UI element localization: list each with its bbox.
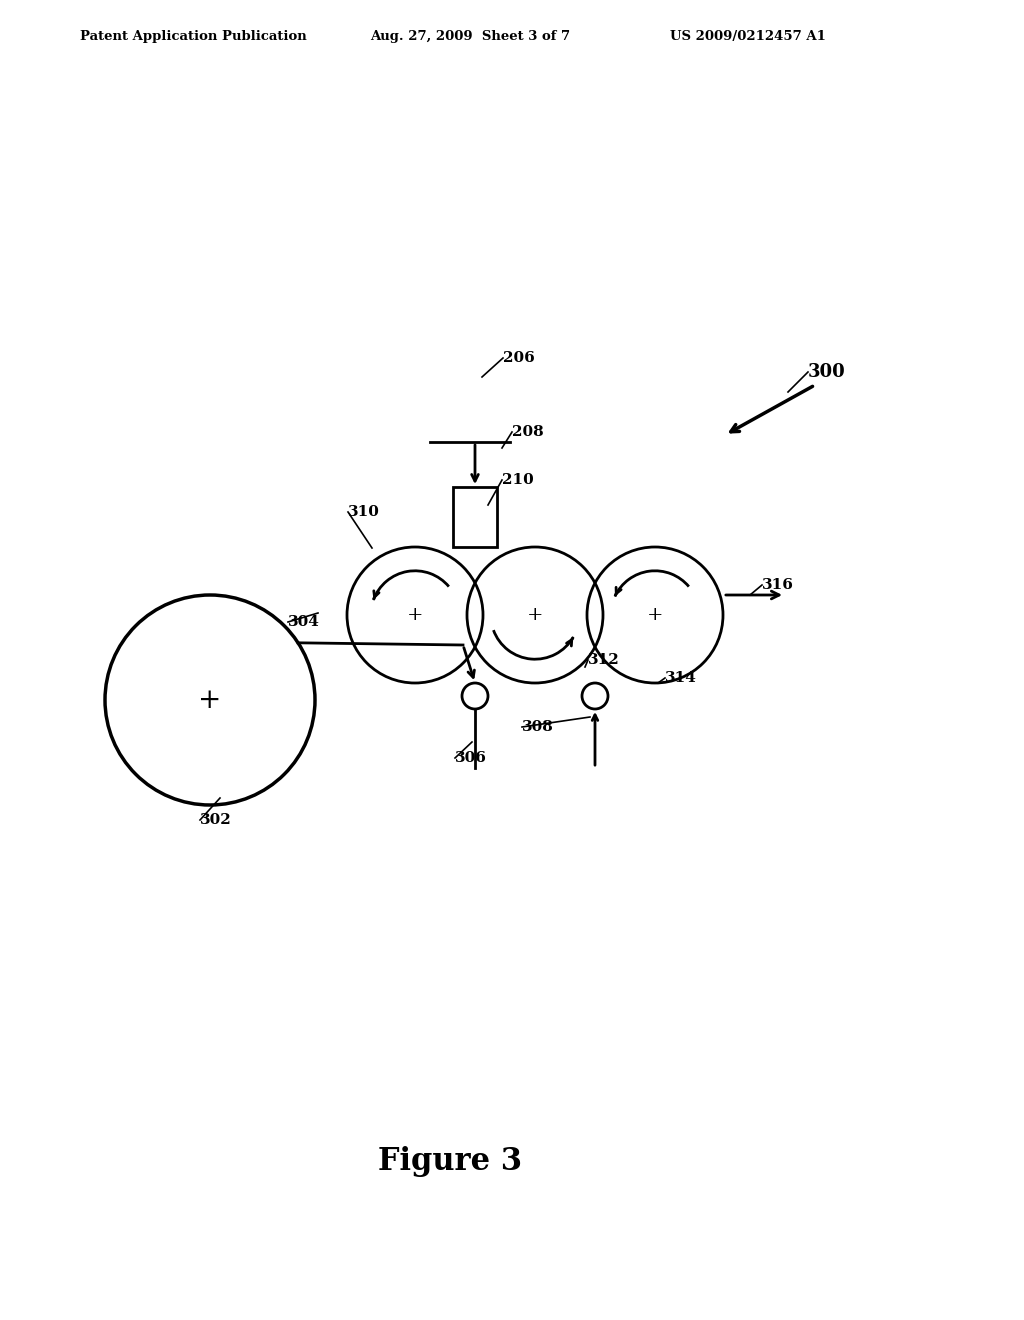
Text: 304: 304 [288,615,319,630]
Text: 316: 316 [762,578,794,591]
Text: 302: 302 [200,813,231,828]
Text: 300: 300 [808,363,846,381]
Text: +: + [407,606,423,624]
Text: 312: 312 [588,653,620,667]
Text: +: + [526,606,544,624]
Text: 306: 306 [455,751,486,766]
Text: 310: 310 [348,506,380,519]
Text: US 2009/0212457 A1: US 2009/0212457 A1 [670,30,826,44]
Text: +: + [199,686,221,714]
Text: Figure 3: Figure 3 [378,1146,522,1177]
Bar [453,487,497,546]
Text: +: + [647,606,664,624]
Text: Patent Application Publication: Patent Application Publication [80,30,307,44]
Text: Aug. 27, 2009  Sheet 3 of 7: Aug. 27, 2009 Sheet 3 of 7 [370,30,570,44]
Text: 208: 208 [512,425,544,440]
Text: 314: 314 [665,671,697,685]
Text: 308: 308 [522,719,554,734]
Text: 206: 206 [503,351,535,366]
Text: 210: 210 [502,473,534,487]
